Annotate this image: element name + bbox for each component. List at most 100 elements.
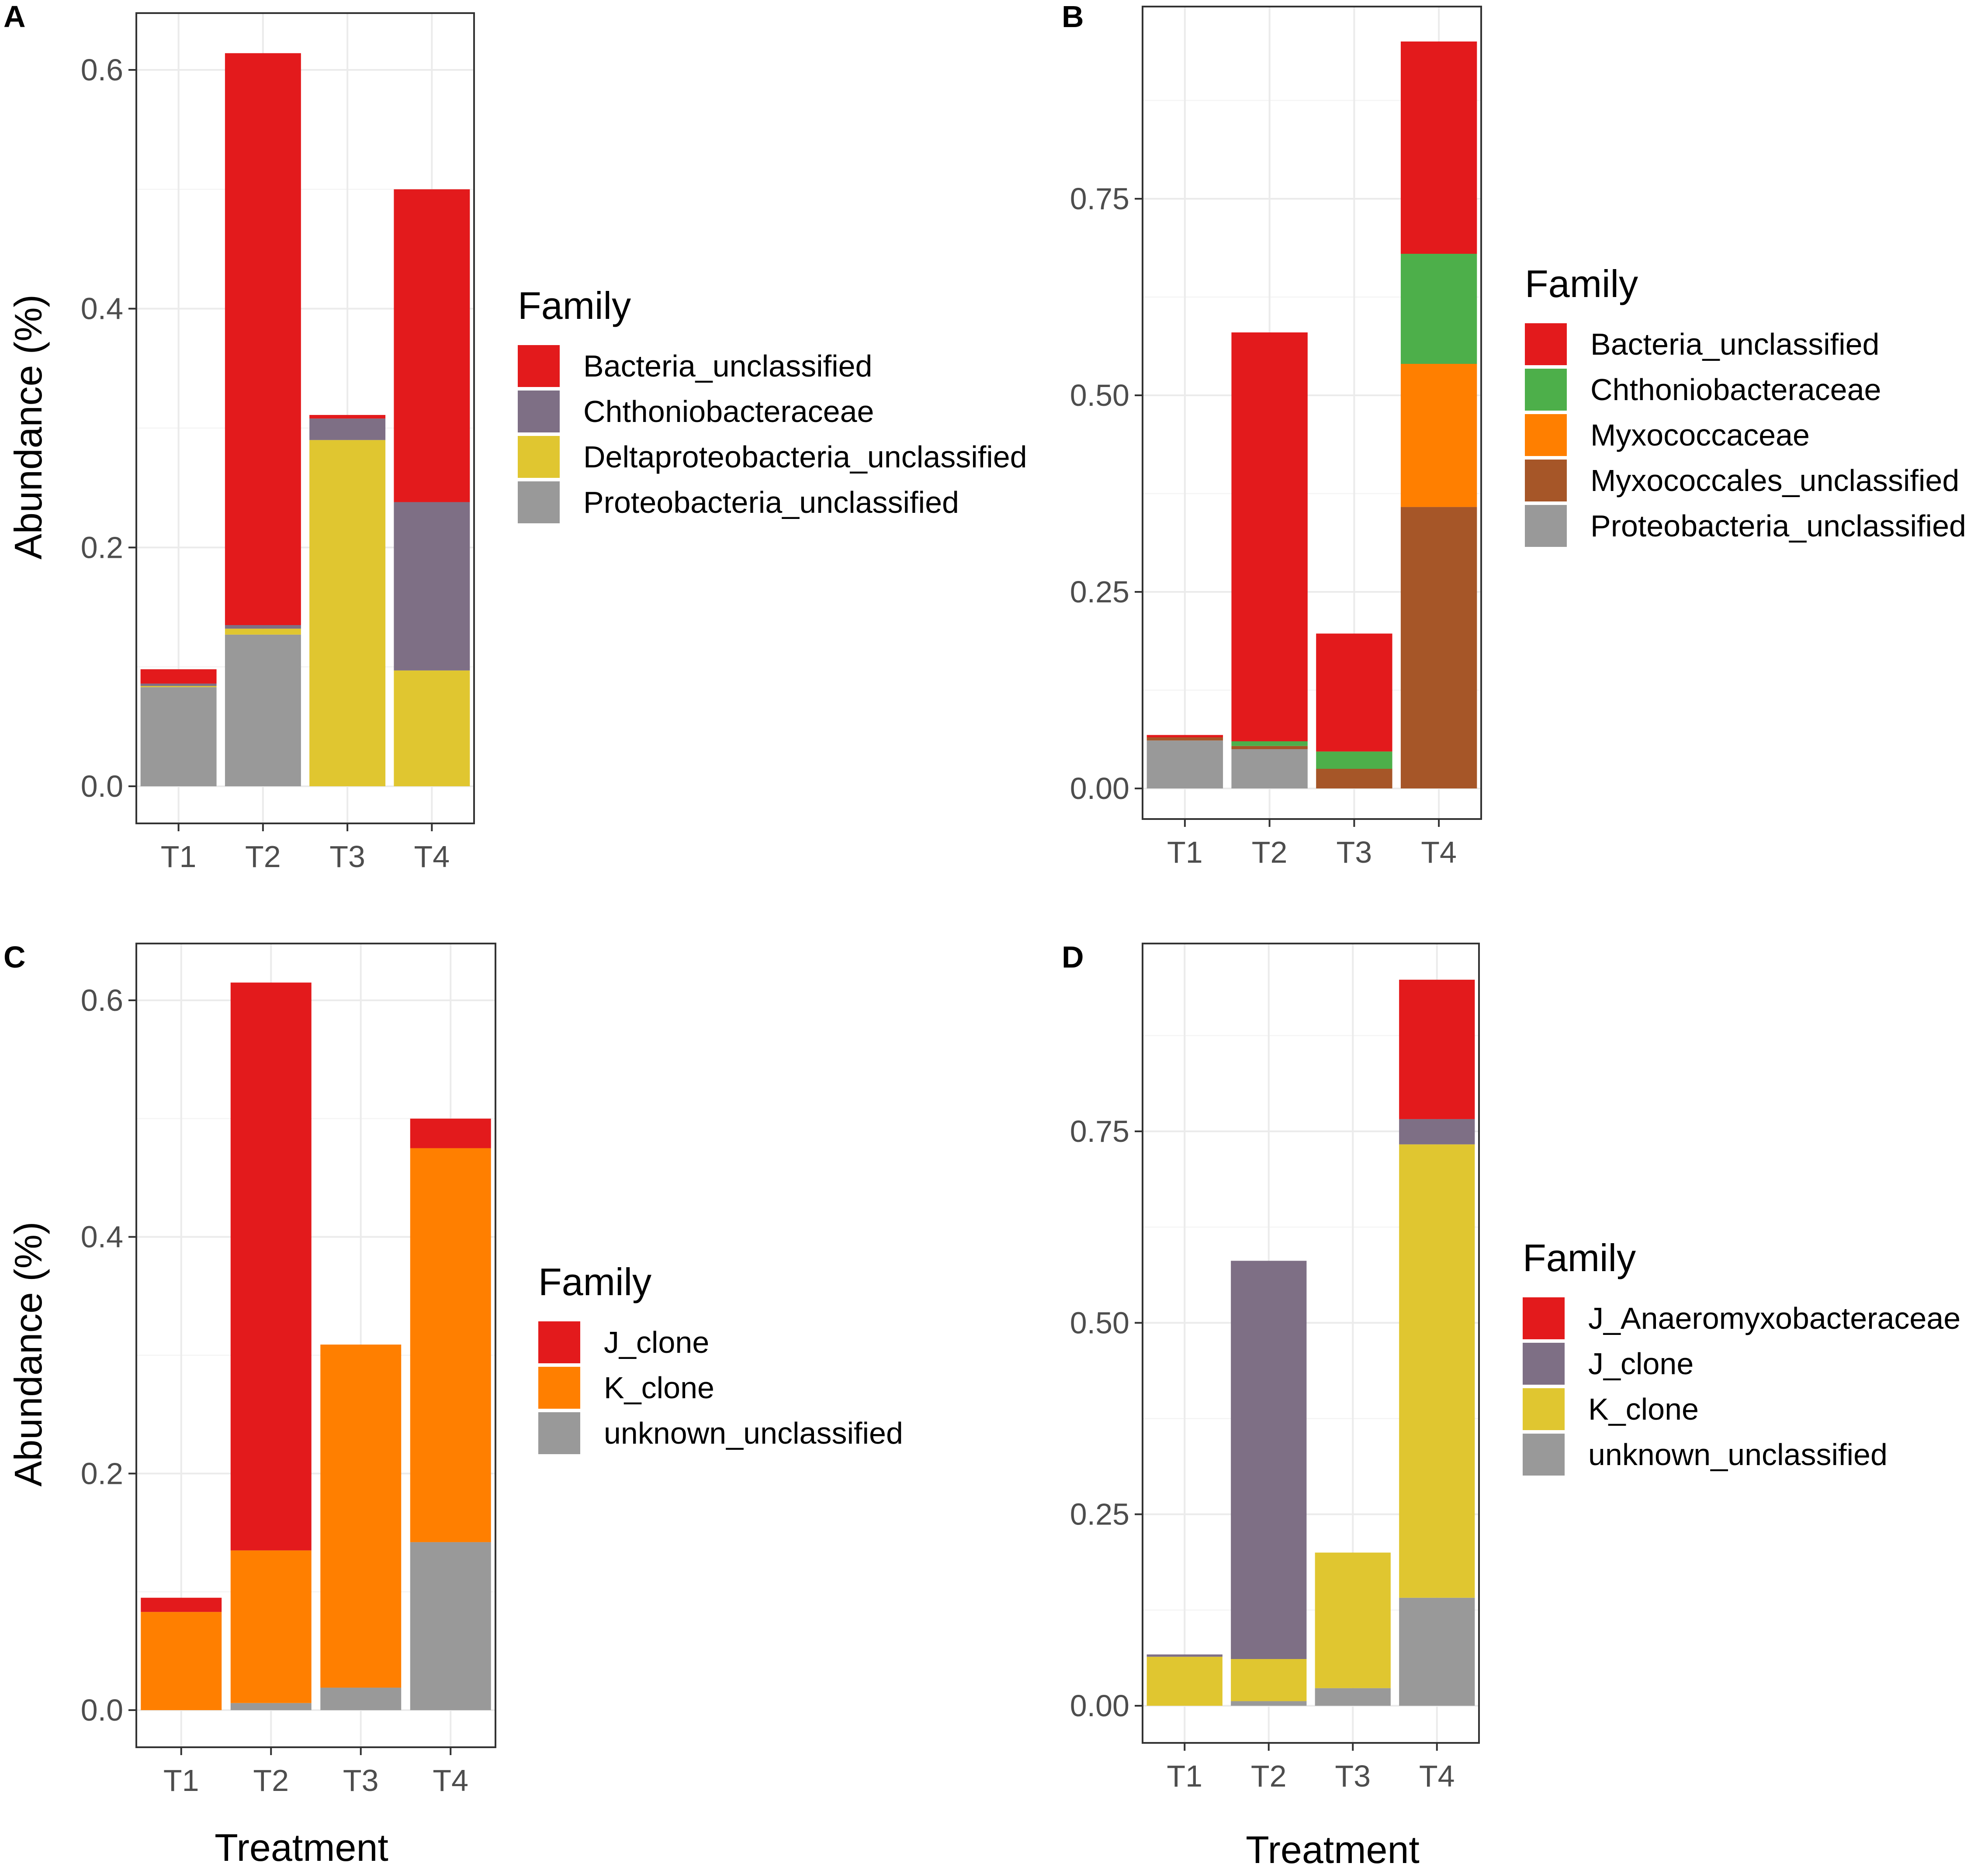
y-tick-label: 0.00: [1070, 771, 1129, 805]
x-tick-label: T2: [245, 840, 281, 874]
bar-t3-k-clone: [320, 1345, 402, 1688]
bar-t3-unknown-unclassified: [1315, 1688, 1391, 1706]
bars: [1146, 979, 1475, 1706]
bar-t4-bacteria-unclassified: [394, 189, 470, 502]
y-tick-label: 0.75: [1070, 182, 1129, 216]
y-axis-title: Abundance (%): [7, 294, 50, 560]
legend-label: Myxococcales_unclassified: [1590, 463, 1959, 498]
y-tick-label: 0.50: [1070, 1306, 1129, 1340]
bar-t4-myxococcales-unclassified: [1400, 507, 1477, 788]
panel-a: A 0.0 0.2 0.4 0.6 T1 T2 T3 T4 Abundance (%) Family…: [3, 0, 1027, 874]
legend-label: Deltaproteobacteria_unclassified: [583, 440, 1027, 474]
bar-t2-j-clone: [1231, 1261, 1307, 1659]
legend-swatch: [1523, 1297, 1565, 1339]
legend-swatch: [1525, 369, 1567, 411]
bar-t3-chthoniobacteraceae: [1316, 751, 1392, 769]
legend-label: Chthoniobacteraceae: [1590, 373, 1881, 407]
legend-swatch: [1525, 323, 1567, 365]
legend-label: unknown_unclassified: [604, 1416, 903, 1450]
legend-label: Bacteria_unclassified: [1590, 327, 1879, 361]
legend-label: Proteobacteria_unclassified: [1590, 509, 1966, 543]
x-tick-label: T3: [343, 1763, 379, 1797]
y-tick-label: 0.75: [1070, 1114, 1129, 1148]
bar-t2-unknown-unclassified: [230, 1703, 312, 1710]
x-axis: T1 T2 T3 T4: [1167, 819, 1457, 869]
bar-t1-j-clone: [141, 1597, 222, 1612]
legend-label: Myxococcaceae: [1590, 418, 1810, 452]
y-axis-title: Abundance (%): [7, 1222, 50, 1487]
bar-t2-unknown-unclassified: [1231, 1701, 1307, 1706]
panel-letter: A: [3, 0, 26, 34]
legend-swatch: [518, 481, 560, 523]
bar-t4-myxococcaceae: [1400, 364, 1477, 507]
x-tick-label: T1: [161, 840, 197, 874]
panel-border: [135, 943, 496, 1748]
legend: Family Bacteria_unclassified Chthoniobacte…: [1525, 262, 1966, 547]
panel-border: [135, 12, 475, 824]
x-tick-label: T3: [1337, 835, 1372, 869]
x-tick-label: T2: [253, 1763, 289, 1797]
bar-t1-bacteria-unclassified: [1146, 735, 1223, 737]
y-tick-label: 0.25: [1070, 575, 1129, 609]
bar-t2-bacteria-unclassified: [1231, 332, 1308, 741]
legend-swatch: [538, 1412, 580, 1454]
legend-label: K_clone: [604, 1371, 714, 1405]
y-tick-label: 0.6: [81, 53, 123, 87]
y-tick-label: 0.4: [81, 292, 123, 326]
bars: [141, 982, 491, 1710]
legend-label: Proteobacteria_unclassified: [583, 485, 959, 519]
legend-title: Family: [1523, 1236, 1636, 1279]
bar-t1-chthoniobacteraceae: [140, 683, 217, 686]
bar-t1-bacteria-unclassified: [140, 669, 217, 684]
y-axis: 0.0 0.2 0.4 0.6: [81, 53, 136, 803]
bar-t1-proteobacteria-unclassified: [140, 687, 217, 786]
legend: Family Bacteria_unclassified Chthoniobacte…: [518, 284, 1027, 523]
x-tick-label: T3: [329, 840, 365, 874]
bar-t4-chthoniobacteraceae: [394, 502, 470, 671]
bar-t3-bacteria-unclassified: [309, 415, 386, 419]
bar-t2-j-clone: [230, 982, 312, 1551]
y-tick-label: 0.2: [81, 1456, 123, 1490]
y-tick-label: 0.6: [81, 983, 123, 1017]
legend-swatch: [518, 345, 560, 387]
bar-t1-j-clone: [1146, 1654, 1223, 1657]
x-tick-label: T4: [433, 1763, 468, 1797]
bar-t4-j-clone: [1399, 1119, 1475, 1144]
panel-c: C 0.0 0.2 0.4 0.6 T1 T2 T3 T4 Abundance (%) Treatm…: [3, 940, 903, 1869]
x-tick-label: T1: [1167, 835, 1203, 869]
bar-t4-chthoniobacteraceae: [1400, 254, 1477, 364]
y-tick-label: 0.25: [1070, 1497, 1129, 1531]
legend-label: Bacteria_unclassified: [583, 349, 872, 383]
panel-letter: D: [1062, 940, 1084, 974]
legend-swatch: [538, 1321, 580, 1363]
bar-t3-bacteria-unclassified: [1316, 633, 1392, 752]
x-tick-label: T4: [1421, 835, 1457, 869]
bar-t2-myxococcales-unclassified: [1231, 746, 1308, 749]
legend-swatch: [1525, 460, 1567, 501]
panel-letter: C: [3, 940, 26, 974]
panel-border: [1142, 6, 1482, 820]
x-tick-label: T2: [1251, 1759, 1287, 1793]
x-axis: T1 T2 T3 T4: [1167, 1743, 1455, 1793]
bar-t4-j-anaeromyxobacteraceae: [1399, 979, 1475, 1119]
legend-swatch: [1523, 1388, 1565, 1430]
legend-swatch: [1525, 414, 1567, 456]
bar-t4-unknown-unclassified: [1399, 1597, 1475, 1706]
bar-t4-unknown-unclassified: [410, 1542, 491, 1710]
bar-t1-k-clone: [1146, 1656, 1223, 1706]
legend-label: K_clone: [1588, 1392, 1699, 1426]
y-tick-label: 0.0: [81, 769, 123, 803]
panel-b: B 0.00 0.25 0.50 0.75 T1 T2 T3 T4 Family Bacteria_…: [1062, 0, 1966, 869]
legend-swatch: [518, 391, 560, 432]
bar-t1-deltaproteobacteria-unclassified: [140, 686, 217, 688]
legend-title: Family: [518, 284, 631, 327]
y-tick-label: 0.2: [81, 530, 123, 564]
y-tick-label: 0.00: [1070, 1689, 1129, 1723]
x-tick-label: T1: [1167, 1759, 1202, 1793]
y-axis: 0.0 0.2 0.4 0.6: [81, 983, 136, 1727]
y-tick-label: 0.4: [81, 1220, 123, 1254]
panel-letter: B: [1062, 0, 1084, 34]
legend-swatch: [1525, 505, 1567, 547]
bar-t1-proteobacteria-unclassified: [1146, 740, 1223, 788]
bar-t2-chthoniobacteraceae: [1231, 741, 1308, 746]
